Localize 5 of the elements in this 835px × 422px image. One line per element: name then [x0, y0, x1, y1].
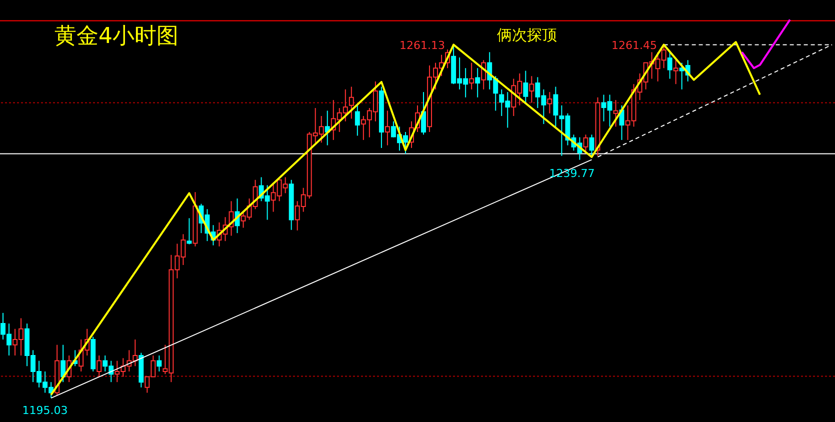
annotation: 1195.03 — [22, 404, 68, 417]
annotation: 1261.13 — [400, 39, 445, 52]
annotation: 俩次探顶 — [497, 26, 557, 44]
annotation: 1261.45 — [612, 39, 657, 52]
text: 黄金4小时图 — [54, 24, 178, 49]
